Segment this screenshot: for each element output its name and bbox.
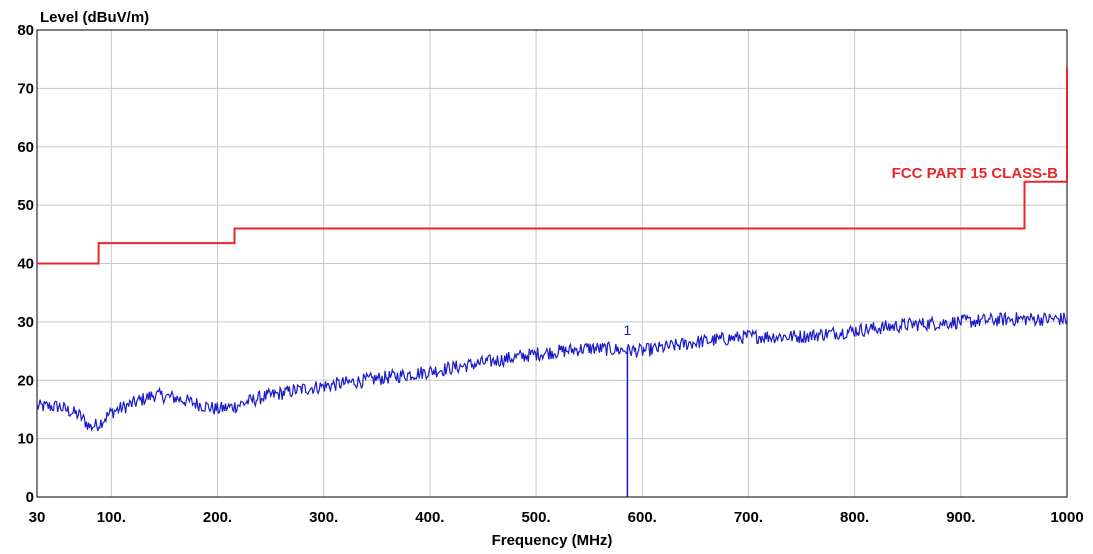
grid (37, 30, 1067, 497)
x-tick-label: 300. (309, 509, 338, 526)
y-tick-label: 20 (17, 372, 34, 389)
y-tick-label: 30 (17, 314, 34, 331)
y-tick-label: 60 (17, 139, 34, 156)
x-tick-label: 800. (840, 509, 869, 526)
tick-labels: 30 100. 200. 300. 400. 500. 600. 700. 800. 900. 10… (17, 22, 1083, 526)
y-tick-label: 10 (17, 431, 34, 448)
x-tick-label: 30 (29, 509, 46, 526)
x-tick-label: 600. (628, 509, 657, 526)
x-axis-title: Frequency (MHz) (492, 532, 613, 549)
y-tick-label: 0 (26, 489, 34, 506)
x-tick-label: 400. (415, 509, 444, 526)
x-tick-label: 200. (203, 509, 232, 526)
series-layer (36, 67, 1068, 432)
x-tick-label: 700. (734, 509, 763, 526)
limit-line-label: FCC PART 15 CLASS-B (892, 165, 1059, 182)
x-tick-label: 500. (521, 509, 550, 526)
measurement-trace (36, 311, 1068, 432)
x-tick-label: 100. (97, 509, 126, 526)
y-axis-title: Level (dBuV/m) (40, 9, 149, 26)
y-tick-label: 40 (17, 256, 34, 273)
y-tick-label: 70 (17, 80, 34, 97)
x-tick-label: 900. (946, 509, 975, 526)
marker-label: 1 (623, 322, 631, 338)
x-tick-label: 1000 (1050, 509, 1083, 526)
markers: 1 (623, 322, 631, 497)
y-tick-label: 50 (17, 197, 34, 214)
limit-line (37, 67, 1068, 265)
y-tick-label: 80 (17, 22, 34, 39)
